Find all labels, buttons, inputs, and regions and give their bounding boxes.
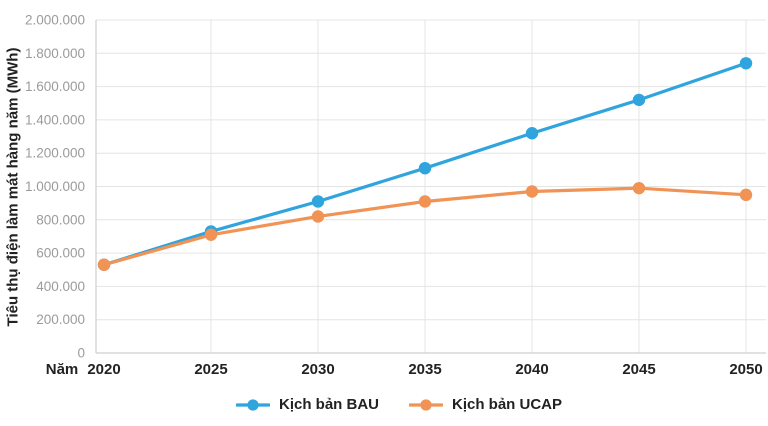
series-point-1 <box>97 258 111 271</box>
x-tick-label: 2020 <box>87 361 120 378</box>
y-tick-label: 600.000 <box>36 246 85 261</box>
legend-label-ucap: Kịch bản UCAP <box>452 396 563 413</box>
x-tick-label: 2035 <box>408 361 441 378</box>
y-tick-label: 0 <box>77 346 85 361</box>
x-tick-label: 2030 <box>301 361 334 378</box>
x-axis-title: Năm <box>45 361 79 378</box>
y-tick-label: 400.000 <box>36 279 85 294</box>
y-tick-label: 1.000.000 <box>25 179 85 194</box>
legend: Kịch bản BAU Kịch bản UCAP <box>0 396 768 413</box>
y-axis-title: Tiêu thụ điện làm mát hàng năm (MWh) <box>4 47 22 327</box>
series-point-0 <box>525 127 539 140</box>
legend-item-ucap: Kịch bản UCAP <box>409 396 562 413</box>
y-tick-label: 1.600.000 <box>25 79 85 94</box>
y-tick-label: 800.000 <box>36 212 85 227</box>
series-point-0 <box>739 57 753 70</box>
y-tick-label: 1.400.000 <box>25 112 85 127</box>
y-tick-label: 1.800.000 <box>25 46 85 61</box>
legend-label-bau: Kịch bản BAU <box>278 396 379 413</box>
x-tick-label: 2045 <box>622 361 655 378</box>
series-point-1 <box>525 185 539 198</box>
series-point-0 <box>311 195 325 208</box>
series-point-1 <box>418 195 432 208</box>
x-tick-label: 2050 <box>729 361 762 378</box>
y-tick-label: 1.200.000 <box>25 146 85 161</box>
y-tick-label: 2.000.000 <box>25 13 85 28</box>
x-tick-label: 2025 <box>194 361 227 378</box>
x-tick-label: 2040 <box>515 361 548 378</box>
ucap-legend-marker-icon <box>409 398 443 411</box>
series-point-1 <box>632 181 646 195</box>
series-point-1 <box>204 228 218 241</box>
series-point-1 <box>739 188 753 202</box>
series-point-0 <box>418 161 432 175</box>
bau-legend-marker-icon <box>235 398 270 411</box>
y-tick-label: 200.000 <box>36 312 85 327</box>
series-point-0 <box>632 93 646 107</box>
legend-item-bau: Kịch bản BAU <box>235 396 379 413</box>
series-point-1 <box>311 210 325 223</box>
